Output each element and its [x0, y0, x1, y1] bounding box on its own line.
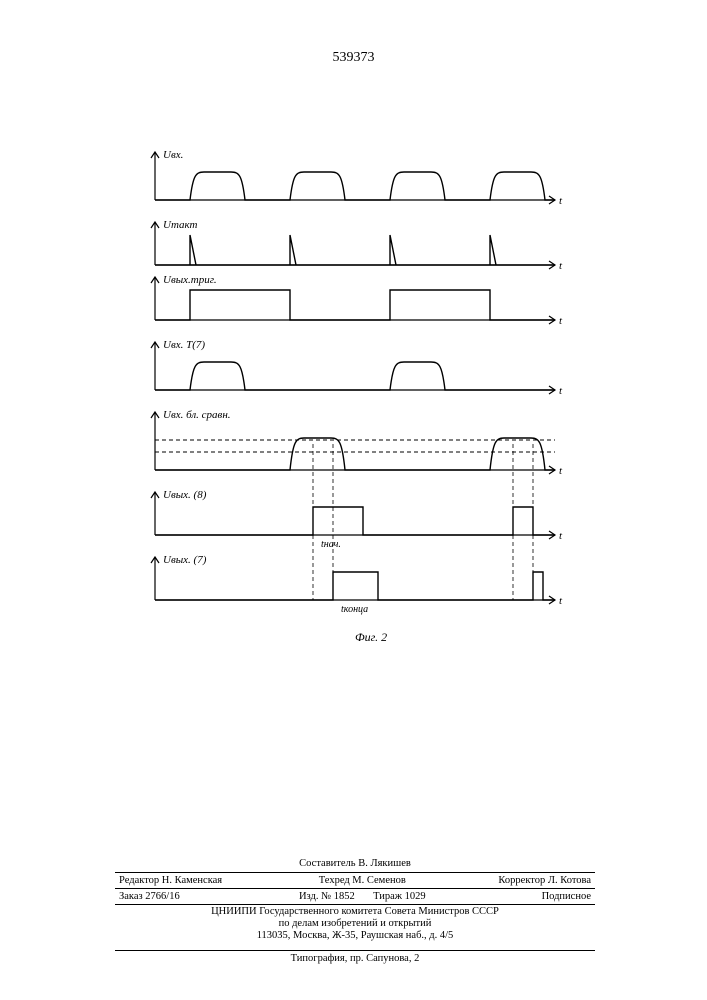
svg-text:Uвых. (8): Uвых. (8)	[163, 489, 207, 501]
svg-text:Uвых. (7): Uвых. (7)	[163, 554, 207, 566]
editor: Редактор Н. Каменская	[115, 873, 269, 889]
svg-text:tконца: tконца	[341, 604, 368, 615]
edition: Изд. № 1852 Тираж 1029	[269, 889, 456, 905]
subscription: Подписное	[456, 889, 595, 905]
figure-caption: Фиг. 2	[355, 630, 387, 645]
svg-text:t: t	[559, 595, 563, 607]
svg-text:t: t	[559, 260, 563, 272]
svg-text:tнач.: tнач.	[321, 539, 341, 550]
footer-block: Составитель В. Лякишев Редактор Н. Камен…	[115, 858, 595, 964]
svg-text:t: t	[559, 530, 563, 542]
corrector: Корректор Л. Котова	[456, 873, 595, 889]
svg-text:t: t	[559, 195, 563, 207]
order: Заказ 2766/16	[115, 889, 269, 905]
typography-line: Типография, пр. Сапунова, 2	[115, 950, 595, 964]
svg-text:t: t	[559, 315, 563, 327]
page-number: 539373	[0, 50, 707, 66]
svg-text:Uвых.триг.: Uвых.триг.	[163, 274, 217, 286]
composer-line: Составитель В. Лякишев	[115, 858, 595, 869]
svg-text:Uвх. Т(7): Uвх. Т(7)	[163, 339, 205, 351]
svg-text:t: t	[559, 385, 563, 397]
techred: Техред М. Семенов	[269, 873, 456, 889]
svg-text:t: t	[559, 465, 563, 477]
footer-table: Редактор Н. Каменская Техред М. Семенов …	[115, 872, 595, 905]
svg-text:Uвх.: Uвх.	[163, 150, 183, 161]
svg-text:Uтакт: Uтакт	[163, 219, 198, 231]
svg-text:Uвх. бл. сравн.: Uвх. бл. сравн.	[163, 409, 231, 421]
org-block: ЦНИИПИ Государственного комитета Совета …	[115, 906, 595, 942]
timing-diagram: Uвх. t Uтакт t Uвых.триг. t Uвх. Т(7) t Uвх. бл.…	[145, 150, 565, 700]
